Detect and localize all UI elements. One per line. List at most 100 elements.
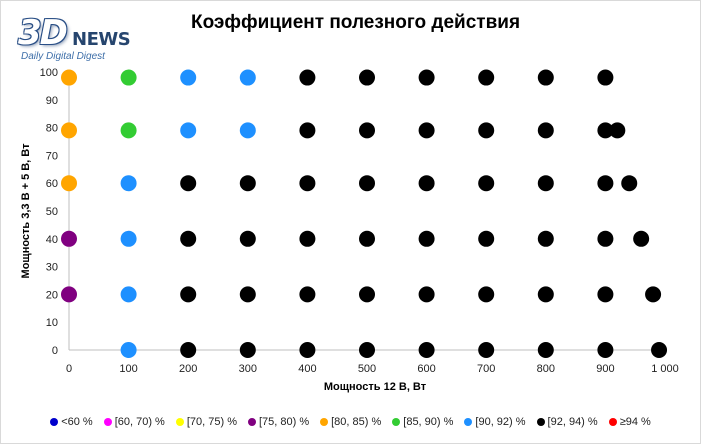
y-tick-label: 50 [46,206,58,218]
legend-marker [536,418,545,426]
data-point-series-7 [418,230,435,247]
y-tick-label: 90 [46,95,58,107]
data-point-series-7 [299,122,316,139]
data-point-series-7 [359,342,375,358]
legend-label: [85, 90) % [403,416,454,428]
legend-item: [90, 92) % [464,416,526,428]
x-tick-label: 700 [477,363,495,375]
x-tick-label: 800 [537,363,555,375]
data-point-series-6 [180,69,197,86]
x-axis-label: Мощность 12 В, Вт [324,381,427,393]
site-logo: 3D NEWS Daily Digital Digest [18,14,146,64]
data-point-series-7 [597,286,614,303]
data-point-series-6 [120,175,137,192]
data-point-series-7 [609,122,626,139]
legend-marker [392,418,401,426]
legend-item: [92, 94) % [536,416,598,428]
legend-marker [247,418,256,426]
x-tick-label: 300 [239,363,257,375]
y-tick-label: 80 [46,123,58,135]
legend-marker [320,418,329,426]
x-tick-label: 1 000 [651,363,679,375]
data-point-series-7 [478,175,495,192]
data-point-series-7 [537,175,554,192]
data-point-series-5 [120,122,137,139]
x-tick-label: 900 [596,363,614,375]
data-point-series-7 [478,230,495,247]
logo-word: NEWS [72,29,131,50]
data-point-series-3 [61,286,77,303]
data-point-series-7 [359,230,375,247]
data-point-series-7 [597,122,614,139]
data-point-series-7 [180,286,197,303]
data-point-series-6 [120,230,137,247]
data-point-series-7 [537,230,554,247]
x-tick-label: 500 [358,363,376,375]
legend-item: <60 % [50,416,93,428]
data-point-series-7 [537,342,554,358]
data-point-series-7 [418,342,435,358]
data-point-series-7 [478,342,495,358]
data-point-series-7 [418,286,435,303]
data-point-series-6 [239,122,256,139]
data-point-series-7 [597,69,614,86]
legend-marker [175,418,184,426]
x-tick-label: 100 [119,363,137,375]
data-point-series-7 [180,342,197,358]
data-point-series-7 [359,286,375,303]
data-point-series-7 [478,122,495,139]
legend-label: [92, 94) % [547,416,598,428]
legend-item: ≥94 % [608,416,651,428]
data-point-series-7 [299,342,316,358]
chart-title: Коэффициент полезного действия [190,12,521,33]
legend-item: [75, 80) % [247,416,310,428]
data-point-series-7 [621,175,638,192]
data-point-series-6 [120,342,137,358]
data-point-series-7 [597,230,614,247]
legend-marker [464,418,473,426]
legend-item: [70, 75) % [175,416,237,428]
chart-legend: <60 % [60, 70) % [70, 75) % [75, 80) % [80, … [0,416,701,428]
data-point-series-7 [239,286,256,303]
data-point-series-7 [651,342,668,358]
data-point-series-7 [418,69,435,86]
data-point-series-5 [120,69,137,86]
y-axis-label: Мощность 3,3 В + 5 В, Вт [20,143,32,279]
data-point-series-4 [61,122,77,139]
data-point-series-7 [239,342,256,358]
logo-tagline: Daily Digital Digest [21,51,105,62]
legend-item: [60, 70) % [103,416,165,428]
data-point-series-7 [299,230,316,247]
data-point-series-6 [180,122,197,139]
legend-label: [90, 92) % [475,416,526,428]
data-point-series-7 [359,175,375,192]
data-point-series-7 [359,69,375,86]
y-tick-label: 40 [46,234,58,246]
x-tick-label: 0 [66,363,72,375]
data-point-series-7 [645,286,662,303]
legend-item: [85, 90) % [392,416,453,428]
legend-marker [103,418,112,426]
legend-label: [70, 75) % [186,416,237,428]
y-tick-label: 70 [46,150,58,162]
logo-mark: 3D [18,13,68,53]
data-point-series-7 [478,286,495,303]
x-tick-label: 200 [179,363,197,375]
data-point-series-7 [359,122,375,139]
y-tick-label: 60 [46,178,58,190]
data-point-series-7 [299,69,316,86]
legend-label: [75, 80) % [258,416,310,428]
x-tick-label: 400 [298,363,316,375]
data-point-series-7 [299,286,316,303]
y-tick-label: 100 [40,67,58,79]
data-point-series-7 [299,175,316,192]
legend-marker [50,418,59,426]
x-tick-label: 600 [417,363,435,375]
data-point-series-7 [597,342,614,358]
y-tick-label: 20 [46,289,58,301]
data-point-series-7 [633,230,650,247]
y-tick-label: 30 [46,262,58,274]
data-point-series-7 [418,175,435,192]
